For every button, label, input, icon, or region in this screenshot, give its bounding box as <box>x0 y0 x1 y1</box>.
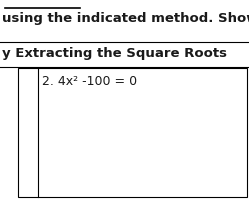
Text: y Extracting the Square Roots: y Extracting the Square Roots <box>2 47 227 60</box>
Text: 2. 4x² -100 = 0: 2. 4x² -100 = 0 <box>42 75 137 88</box>
Bar <box>18 68 247 197</box>
Text: using the indicated method. Show your: using the indicated method. Show your <box>2 12 249 25</box>
